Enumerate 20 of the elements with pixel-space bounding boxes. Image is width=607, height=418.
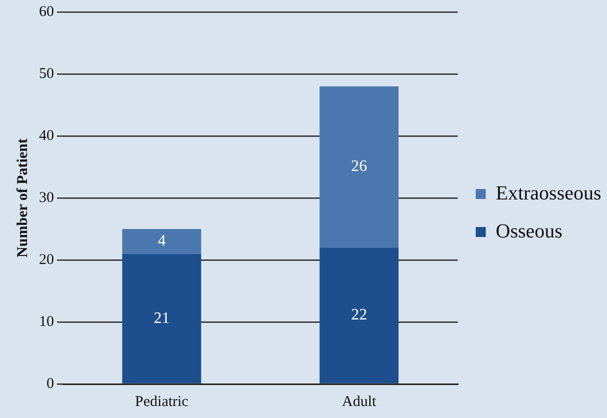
data-label: 22 <box>351 306 368 324</box>
y-tick-label: 50 <box>39 66 54 82</box>
data-label: 4 <box>158 232 166 250</box>
y-tick-label: 20 <box>39 252 54 268</box>
x-tick-label: Adult <box>342 394 377 410</box>
bar <box>122 229 202 254</box>
y-tick-label: 60 <box>39 4 54 20</box>
y-tick-label: 40 <box>39 128 54 144</box>
bar <box>122 254 202 384</box>
y-tick-label: 30 <box>39 190 54 206</box>
y-tick-label: 10 <box>39 314 54 330</box>
bar <box>320 86 399 248</box>
x-tick-label: Pediatric <box>135 394 189 410</box>
data-label: 26 <box>351 158 368 176</box>
bar <box>320 248 399 384</box>
legend-label: Osseous <box>496 220 563 242</box>
y-tick-label: 0 <box>46 376 54 392</box>
legend-label: Extraosseous <box>496 182 602 204</box>
y-axis-title: Number of Patient <box>14 138 31 258</box>
data-label: 21 <box>154 310 170 327</box>
